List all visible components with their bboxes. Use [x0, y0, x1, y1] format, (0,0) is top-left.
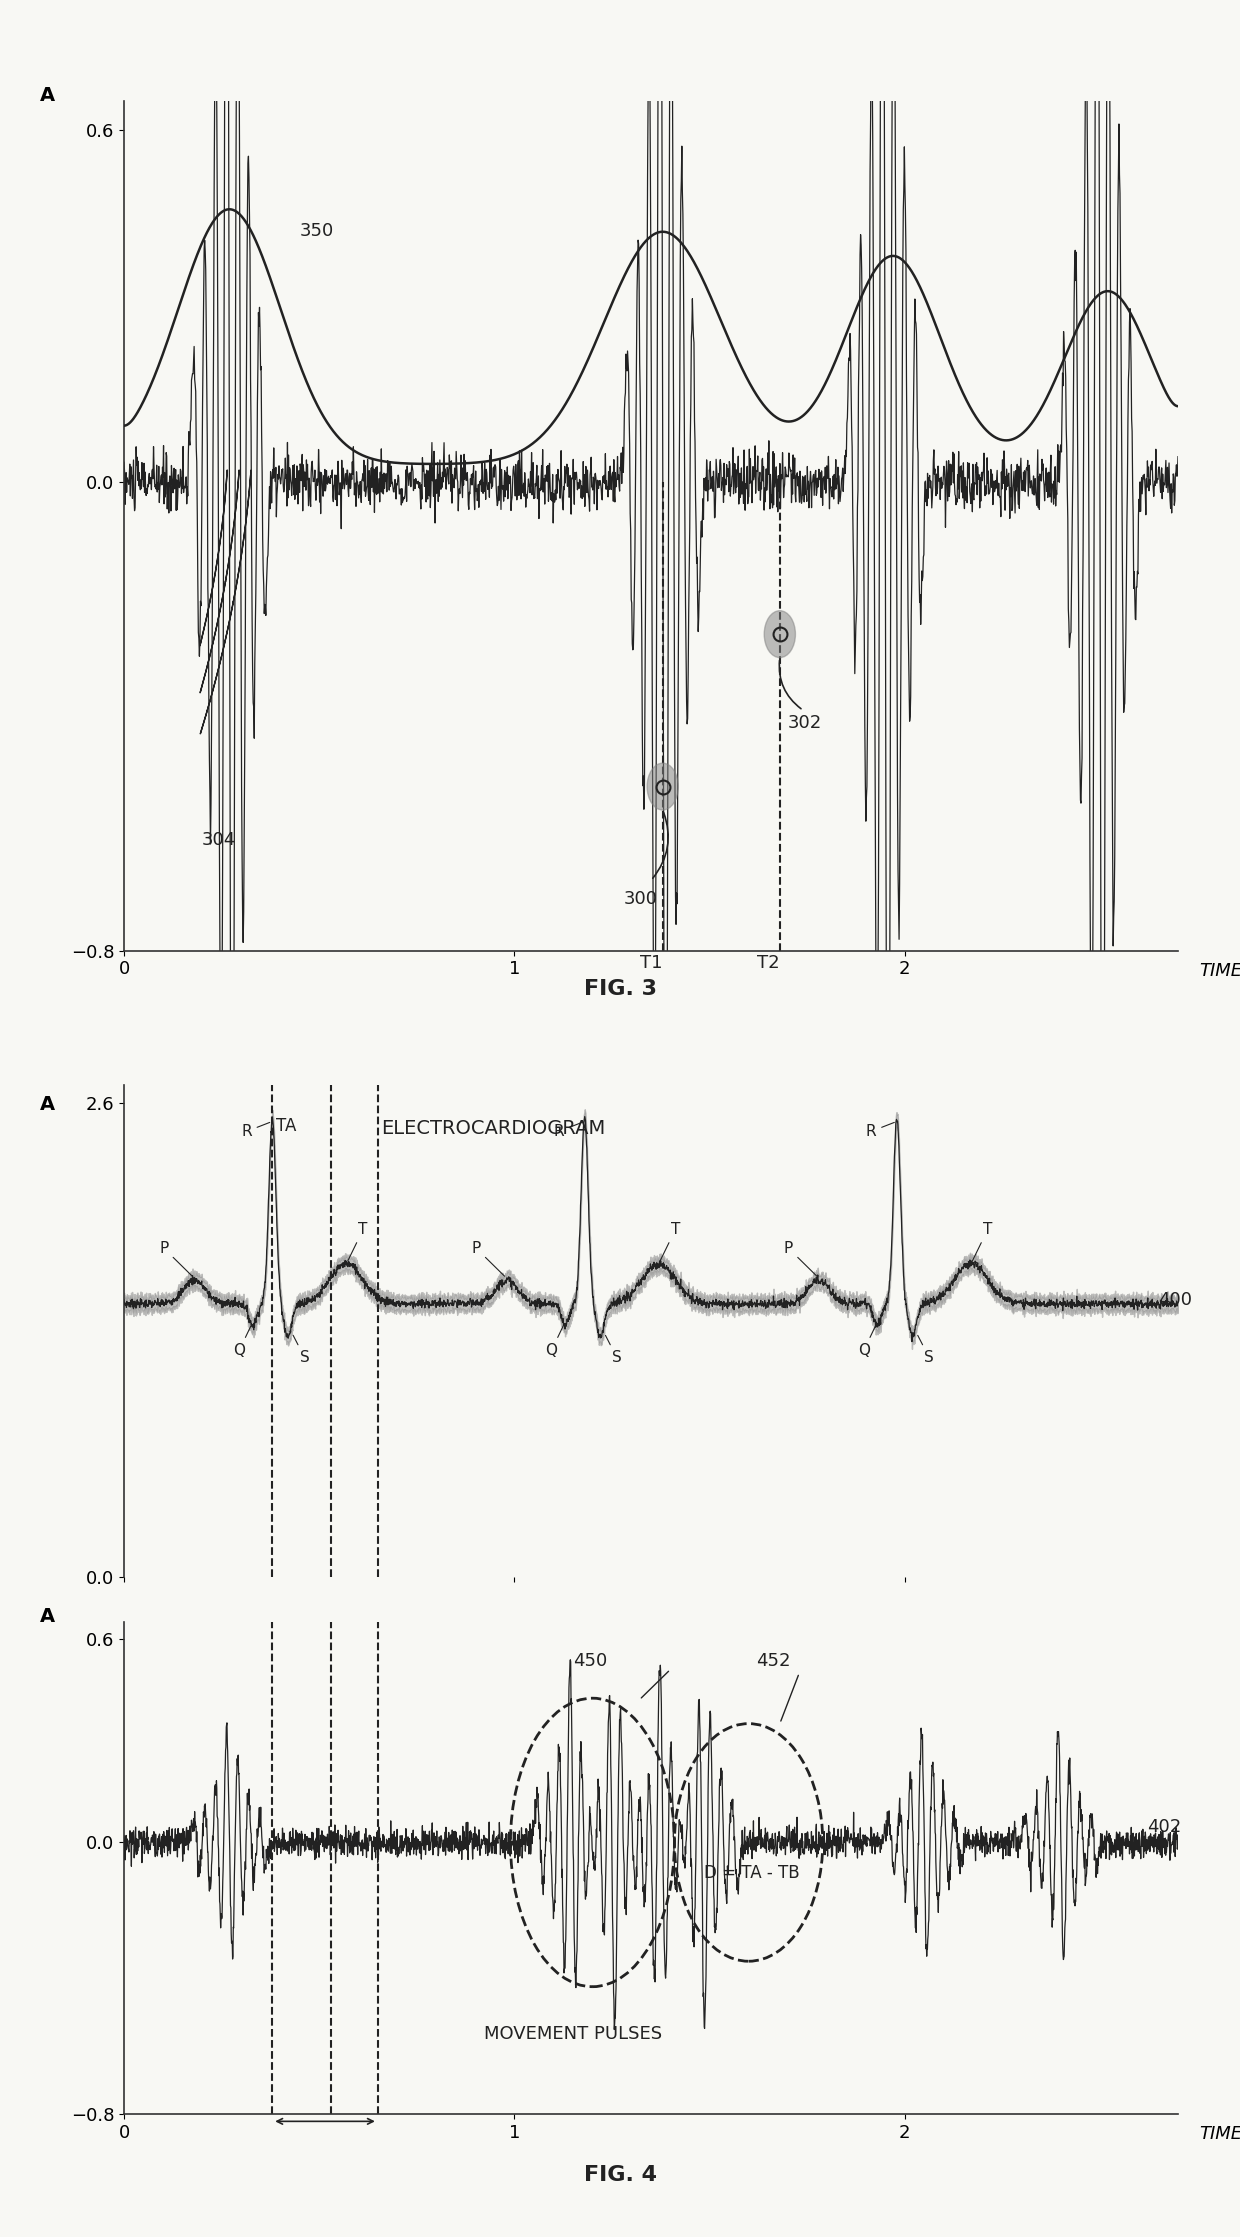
Text: 450: 450 — [573, 1651, 608, 1671]
Text: S: S — [293, 1335, 310, 1365]
Text: 350: 350 — [300, 221, 334, 239]
Text: Q: Q — [546, 1324, 564, 1358]
Text: R: R — [866, 1123, 894, 1139]
Text: A: A — [40, 1606, 55, 1626]
Text: S: S — [605, 1335, 621, 1365]
Text: TIME: TIME — [1199, 2125, 1240, 2143]
Text: FIG. 3: FIG. 3 — [584, 980, 656, 1000]
Text: MOVEMENT PULSES: MOVEMENT PULSES — [484, 2024, 662, 2042]
Text: FIG. 4: FIG. 4 — [584, 2165, 656, 2186]
Text: P: P — [784, 1242, 817, 1277]
Text: T2: T2 — [756, 955, 780, 973]
Text: 402: 402 — [1147, 1819, 1180, 1837]
Text: 452: 452 — [756, 1651, 791, 1671]
Circle shape — [647, 763, 678, 810]
Text: A: A — [40, 85, 55, 105]
Text: Q: Q — [858, 1324, 877, 1358]
Text: TIME: TIME — [1199, 962, 1240, 980]
Text: T1: T1 — [640, 955, 662, 973]
Text: 304: 304 — [202, 832, 237, 850]
Text: ELECTROCARDIOGRAM: ELECTROCARDIOGRAM — [381, 1118, 605, 1139]
Text: Q: Q — [233, 1324, 252, 1358]
Text: T: T — [972, 1221, 992, 1262]
Text: R: R — [553, 1123, 582, 1139]
Text: P: P — [159, 1242, 192, 1277]
Text: D = TA - TB: D = TA - TB — [704, 1863, 800, 1881]
Text: A: A — [40, 1094, 55, 1114]
Text: 400: 400 — [1158, 1291, 1193, 1309]
Text: 300: 300 — [624, 890, 657, 908]
Text: TA: TA — [277, 1116, 296, 1134]
Text: T: T — [660, 1221, 680, 1262]
Text: T: T — [347, 1221, 367, 1262]
Text: R: R — [241, 1123, 270, 1139]
Text: S: S — [918, 1335, 934, 1365]
Circle shape — [764, 611, 795, 658]
Text: 302: 302 — [787, 714, 822, 731]
Text: P: P — [471, 1242, 505, 1277]
